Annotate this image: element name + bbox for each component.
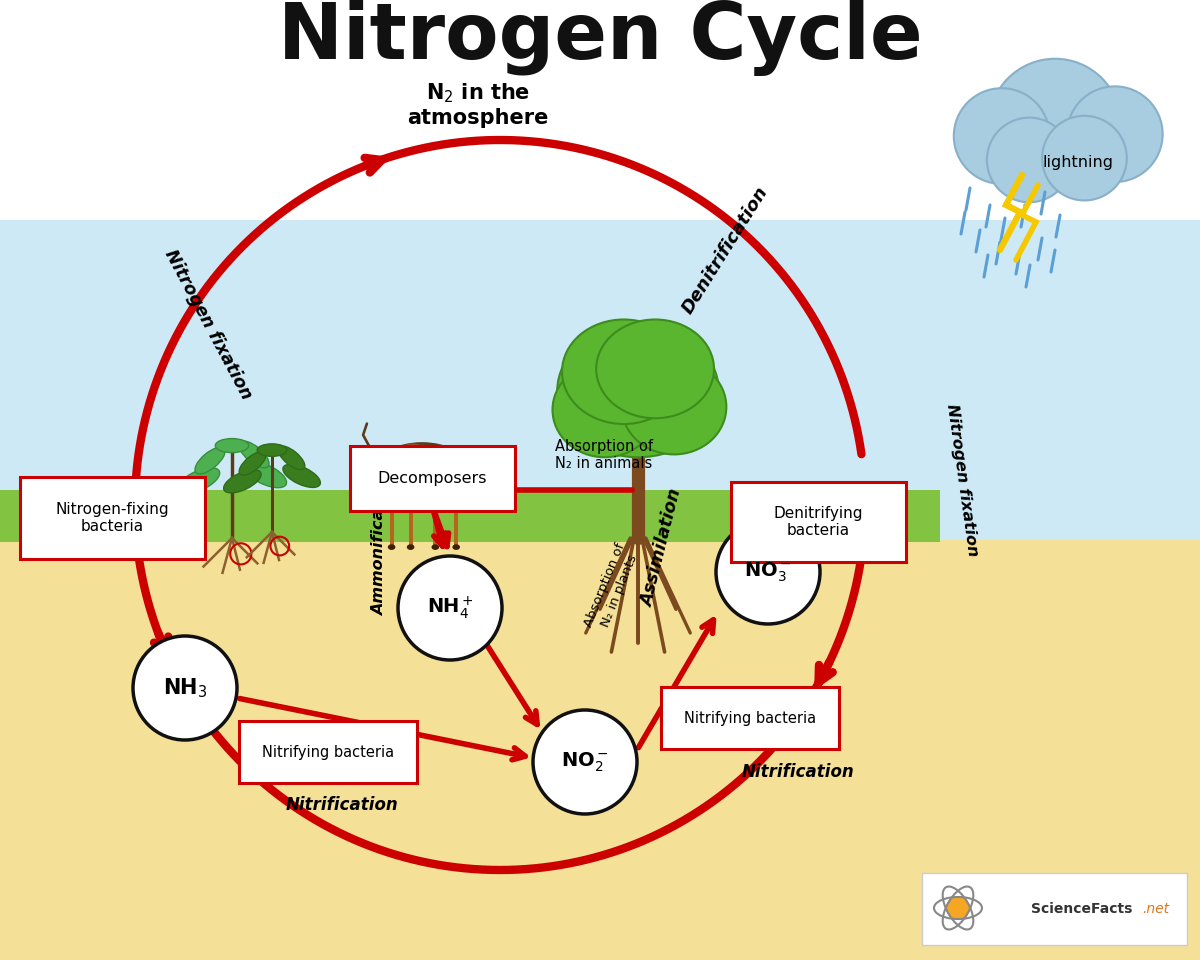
Ellipse shape: [434, 462, 463, 489]
Bar: [0, 21, 1200, 33]
Bar: [0, 186, 1200, 198]
Circle shape: [716, 520, 820, 624]
Ellipse shape: [407, 544, 414, 550]
Ellipse shape: [622, 359, 726, 454]
Ellipse shape: [552, 362, 658, 457]
Bar: [0, 32, 1200, 44]
Ellipse shape: [596, 320, 714, 419]
Text: Denitrifying
bacteria: Denitrifying bacteria: [773, 506, 863, 539]
Text: Nitrification: Nitrification: [286, 796, 398, 814]
Text: NH$_4^+$: NH$_4^+$: [426, 594, 474, 621]
FancyBboxPatch shape: [19, 477, 204, 559]
Bar: [0, 0, 1200, 220]
Ellipse shape: [215, 439, 248, 453]
Bar: [0, 142, 1200, 154]
Text: Nitrifying bacteria: Nitrifying bacteria: [262, 745, 394, 759]
Bar: [0, 500, 1200, 960]
Ellipse shape: [388, 544, 396, 550]
Ellipse shape: [473, 471, 508, 497]
Ellipse shape: [178, 468, 220, 493]
Text: Nitrogen-fixing
bacteria: Nitrogen-fixing bacteria: [55, 502, 169, 534]
Text: lightning: lightning: [1043, 155, 1114, 170]
Bar: [0, 87, 1200, 99]
FancyBboxPatch shape: [239, 721, 418, 783]
Bar: [0, 197, 1200, 209]
Text: N$_2$ in the
atmosphere: N$_2$ in the atmosphere: [407, 82, 548, 129]
Text: Nitrification: Nitrification: [742, 763, 854, 781]
FancyBboxPatch shape: [731, 482, 906, 562]
Text: Decomposers: Decomposers: [377, 470, 487, 486]
Bar: [0, 76, 1200, 88]
Circle shape: [398, 556, 502, 660]
Bar: [0, 164, 1200, 176]
Ellipse shape: [278, 446, 305, 469]
Circle shape: [946, 896, 970, 920]
Text: Nitrogen fixation: Nitrogen fixation: [944, 403, 980, 557]
Ellipse shape: [374, 444, 469, 498]
Ellipse shape: [245, 462, 287, 488]
Bar: [0, 208, 1200, 220]
Ellipse shape: [223, 469, 262, 492]
Text: Absorption of
N₂ in plants: Absorption of N₂ in plants: [582, 541, 642, 635]
Text: Nitrogen fixation: Nitrogen fixation: [161, 247, 256, 403]
Ellipse shape: [432, 544, 439, 550]
Bar: [0, 43, 1200, 55]
Bar: [0, 98, 1200, 110]
Text: NO$_2^-$: NO$_2^-$: [562, 751, 608, 774]
Ellipse shape: [257, 444, 287, 456]
Bar: [0, 131, 1200, 143]
Text: Assimilation: Assimilation: [638, 488, 685, 609]
Bar: [0, 153, 1200, 165]
Bar: [0, 109, 1200, 121]
Text: NO$_3^-$: NO$_3^-$: [744, 561, 792, 584]
Bar: [0, 0, 1200, 540]
Ellipse shape: [562, 320, 685, 424]
Bar: [0, 490, 940, 542]
Text: Absorption of
N₂ in animals: Absorption of N₂ in animals: [554, 439, 653, 471]
Circle shape: [533, 710, 637, 814]
Ellipse shape: [239, 441, 269, 468]
Text: Denitrification: Denitrification: [678, 183, 772, 317]
Bar: [0, 120, 1200, 132]
Text: NH$_3$: NH$_3$: [163, 676, 208, 700]
Circle shape: [986, 118, 1072, 203]
Ellipse shape: [392, 444, 432, 480]
Ellipse shape: [557, 324, 719, 457]
Ellipse shape: [283, 465, 320, 488]
Circle shape: [1067, 86, 1163, 182]
Ellipse shape: [474, 468, 484, 474]
Bar: [0, 54, 1200, 66]
Ellipse shape: [239, 451, 266, 475]
FancyBboxPatch shape: [349, 445, 515, 511]
Bar: [922, 873, 1187, 945]
Circle shape: [954, 88, 1050, 184]
Circle shape: [480, 476, 487, 484]
Ellipse shape: [452, 544, 460, 550]
FancyBboxPatch shape: [461, 450, 490, 492]
Text: ScienceFacts: ScienceFacts: [1031, 902, 1133, 916]
Circle shape: [1042, 116, 1127, 201]
Bar: [0, 10, 1200, 22]
Ellipse shape: [194, 447, 226, 474]
Text: Nitrogen Cycle: Nitrogen Cycle: [277, 0, 923, 77]
Bar: [0, 65, 1200, 77]
Bar: [0, 0, 1200, 11]
FancyBboxPatch shape: [661, 687, 839, 749]
Bar: [0, 175, 1200, 187]
Circle shape: [989, 59, 1121, 191]
Text: Ammonification: Ammonification: [372, 474, 388, 616]
Circle shape: [133, 636, 238, 740]
Ellipse shape: [493, 484, 510, 496]
Text: .net: .net: [1142, 902, 1169, 916]
Text: Nitrifying bacteria: Nitrifying bacteria: [684, 710, 816, 726]
